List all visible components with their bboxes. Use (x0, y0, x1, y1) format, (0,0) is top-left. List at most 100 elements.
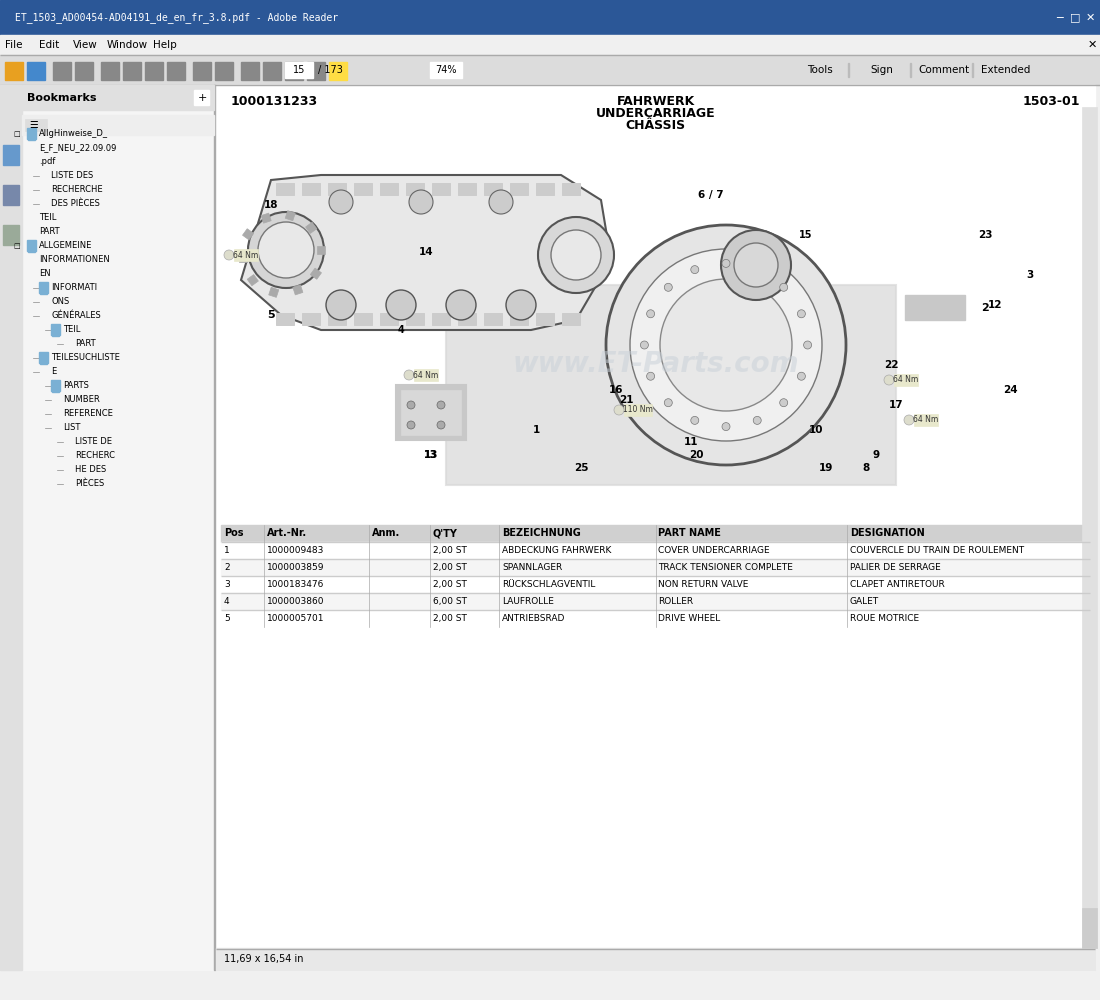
Text: 10: 10 (808, 425, 823, 435)
Bar (28, 240, 36, 251)
Text: EN: EN (39, 269, 51, 278)
Polygon shape (241, 175, 611, 330)
Text: GÉNÉRALES: GÉNÉRALES (51, 312, 101, 320)
Bar (317, 246, 324, 254)
Circle shape (664, 283, 672, 291)
Text: RECHERC: RECHERC (75, 452, 116, 460)
Bar (0, 55, 1100, 85)
Bar (510, 183, 528, 195)
Bar (0, 35, 1100, 55)
Bar (354, 313, 372, 325)
Text: 25: 25 (574, 463, 589, 473)
Bar (123, 62, 141, 80)
Circle shape (691, 416, 698, 424)
Text: 13: 13 (424, 450, 438, 460)
Bar (536, 183, 554, 195)
Text: DRIVE WHEEL: DRIVE WHEEL (659, 614, 720, 623)
Bar (221, 559, 1090, 576)
Text: COVER UNDERCARRIAGE: COVER UNDERCARRIAGE (659, 546, 770, 555)
Text: 23: 23 (978, 230, 992, 240)
Bar (484, 313, 502, 325)
Text: LISTE DES: LISTE DES (51, 172, 94, 180)
Circle shape (884, 375, 894, 385)
Text: 2,00 ST: 2,00 ST (432, 580, 466, 589)
Text: 2,00 ST: 2,00 ST (432, 614, 466, 623)
Bar (28, 248, 35, 252)
Circle shape (606, 225, 846, 465)
Circle shape (551, 230, 601, 280)
Bar (905, 295, 965, 320)
Text: 19: 19 (818, 463, 833, 473)
Bar (307, 62, 324, 80)
Bar (310, 268, 321, 279)
Text: TEIL: TEIL (63, 326, 80, 334)
Circle shape (506, 290, 536, 320)
Text: 2: 2 (224, 563, 230, 572)
Text: INFORMATI: INFORMATI (51, 284, 97, 292)
Text: COUVERCLE DU TRAIN DE ROULEMENT: COUVERCLE DU TRAIN DE ROULEMENT (849, 546, 1024, 555)
Text: ROUE MOTRICE: ROUE MOTRICE (849, 614, 918, 623)
Bar (562, 183, 580, 195)
Text: 22: 22 (883, 360, 899, 370)
Bar (0, 85, 22, 970)
Bar (221, 525, 1090, 542)
Bar (221, 525, 1090, 627)
Text: 14: 14 (419, 247, 433, 257)
Circle shape (258, 222, 314, 278)
Text: FAHRWERK: FAHRWERK (616, 95, 694, 108)
Text: 5: 5 (224, 614, 230, 623)
Text: 1: 1 (224, 546, 230, 555)
Bar (241, 62, 258, 80)
Bar (329, 62, 346, 80)
Text: Help: Help (153, 40, 177, 50)
Bar (39, 352, 48, 363)
Bar (302, 313, 320, 325)
Text: 64 Nm: 64 Nm (913, 416, 938, 424)
Text: □: □ (13, 131, 20, 137)
Circle shape (490, 190, 513, 214)
Text: INFORMATIONEN: INFORMATIONEN (39, 255, 110, 264)
Text: TEILESUCHLISTE: TEILESUCHLISTE (51, 354, 120, 362)
Circle shape (437, 401, 446, 409)
Text: HE DES: HE DES (75, 466, 107, 475)
Bar (432, 183, 450, 195)
Text: 15: 15 (800, 230, 813, 240)
Text: PIÈCES: PIÈCES (75, 480, 104, 488)
Text: E_F_NEU_22.09.09: E_F_NEU_22.09.09 (39, 143, 117, 152)
Circle shape (660, 279, 792, 411)
Circle shape (224, 250, 234, 260)
Bar (562, 313, 580, 325)
Bar (446, 285, 896, 485)
Circle shape (798, 310, 805, 318)
Text: REFERENCE: REFERENCE (63, 410, 113, 418)
Bar (239, 254, 248, 262)
Bar (25, 119, 47, 131)
Bar (3, 185, 19, 205)
Text: ANTRIEBSRAD: ANTRIEBSRAD (502, 614, 565, 623)
Circle shape (538, 217, 614, 293)
Text: Q'TY: Q'TY (432, 528, 458, 538)
Text: ONS: ONS (51, 298, 69, 306)
Text: 18: 18 (264, 200, 278, 210)
Text: View: View (73, 40, 98, 50)
Bar (430, 62, 462, 78)
Text: 24: 24 (1003, 385, 1018, 395)
Bar (285, 211, 295, 221)
Bar (268, 287, 278, 297)
Bar (248, 275, 258, 286)
Bar (458, 183, 476, 195)
Bar (28, 62, 45, 80)
Text: 64 Nm: 64 Nm (233, 250, 258, 259)
Bar (285, 62, 314, 78)
Bar (39, 282, 48, 293)
Bar (3, 225, 19, 245)
Bar (328, 183, 346, 195)
Text: Window: Window (107, 40, 148, 50)
Text: NON RETURN VALVE: NON RETURN VALVE (659, 580, 749, 589)
Text: 16: 16 (608, 385, 624, 395)
Text: E: E (51, 367, 56, 376)
Text: 4: 4 (397, 325, 405, 335)
Bar (396, 385, 466, 440)
Text: CLAPET ANTIRETOUR: CLAPET ANTIRETOUR (849, 580, 945, 589)
Bar (216, 85, 1094, 970)
